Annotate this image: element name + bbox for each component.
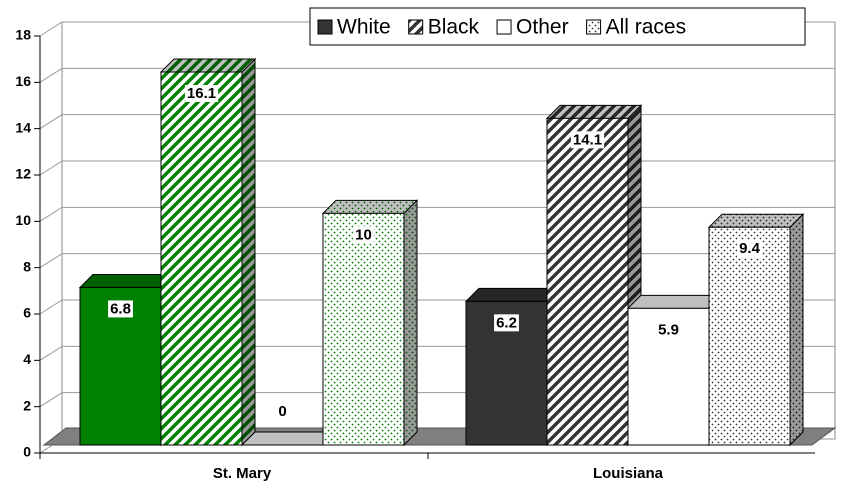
value-label: 14.1 [573,131,602,148]
bar-side [789,213,804,447]
value-label-box [276,402,289,420]
bar-side [241,57,256,447]
y-tick-label: 12 [15,166,31,182]
value-label: 0 [278,403,286,420]
bar-top [545,104,643,119]
bar [708,226,791,446]
legend-label: Other [516,16,569,39]
y-tick-label: 18 [15,27,31,43]
value-label: 5.9 [658,321,679,338]
value-label-box [353,226,374,244]
legend-label: White [337,16,391,39]
bar-top [240,431,338,446]
x-tick-label: St. Mary [213,465,272,482]
legend-swatch [408,19,424,35]
legend [309,7,806,46]
value-label-box [656,321,681,339]
y-tick-label: 10 [15,212,31,228]
y-tick-label: 4 [23,351,31,367]
value-label-box [494,314,519,332]
y-tick-label: 14 [15,119,31,135]
bar-side [403,199,418,447]
grid-line [39,67,835,83]
value-label: 16.1 [187,85,216,102]
value-label: 10 [355,226,372,243]
value-label: 6.8 [110,300,131,317]
bar-top [159,58,257,73]
legend-swatch [586,19,602,35]
value-label-box [737,240,763,258]
bar [160,71,243,446]
legend-label: All races [606,16,687,39]
value-label-box [570,131,605,149]
legend-swatch [496,19,512,35]
bar-top [626,294,724,309]
x-tick-label: Louisiana [593,465,664,482]
y-tick-label: 16 [15,73,31,89]
value-label-box [184,84,219,102]
value-label-box [108,300,133,318]
y-tick-label: 2 [23,397,31,413]
bar-top [78,273,176,288]
y-tick-label: 8 [23,258,31,274]
bar-top [707,213,805,228]
bar-top [321,199,419,214]
y-tick-label: 6 [23,305,31,321]
bar [546,117,629,446]
bar [322,212,405,446]
value-label: 6.2 [496,314,517,331]
legend-swatch [317,19,333,35]
y-tick-label: 0 [23,444,31,460]
legend-label: Black [428,16,480,39]
bar-top [464,287,562,302]
value-label: 9.4 [739,240,761,257]
